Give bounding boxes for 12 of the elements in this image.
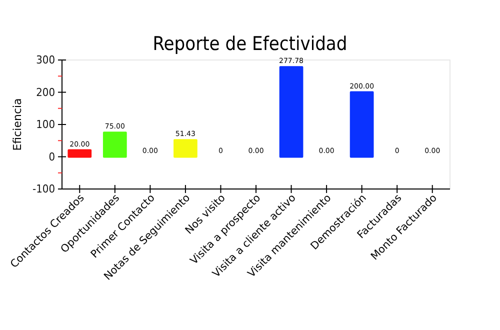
y-tick-label: -100 <box>32 182 55 196</box>
chart-title: Reporte de Efectividad <box>152 33 348 55</box>
bar <box>350 91 374 158</box>
y-tick-label: 300 <box>36 54 55 67</box>
y-tick-label: 100 <box>36 118 55 132</box>
y-axis-title: Eficiencia <box>11 98 24 151</box>
bar <box>102 132 127 158</box>
bar <box>68 149 92 158</box>
bar <box>174 139 198 158</box>
bar <box>279 66 304 158</box>
y-tick-label: 0 <box>48 150 55 164</box>
y-tick-label: 200 <box>36 86 55 99</box>
